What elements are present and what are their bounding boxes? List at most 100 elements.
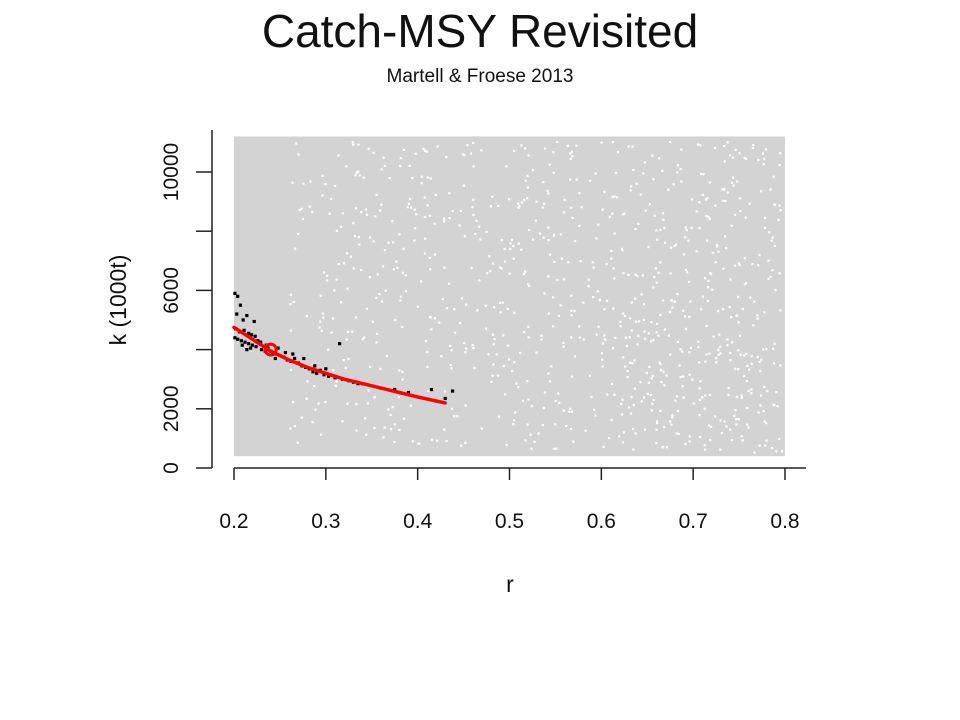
cloud-gap	[471, 206, 474, 209]
cloud-gap	[401, 325, 404, 328]
cloud-gap	[767, 277, 770, 280]
cloud-gap	[563, 278, 566, 281]
cloud-gap	[659, 363, 662, 366]
cloud-gap	[772, 347, 775, 350]
cloud-gap	[651, 154, 654, 157]
cloud-gap	[748, 368, 751, 371]
cloud-gap	[529, 433, 532, 436]
cloud-gap	[543, 292, 546, 295]
cloud-gap	[347, 357, 350, 361]
cloud-gap	[730, 439, 733, 442]
cloud-gap	[372, 151, 375, 154]
cloud-gap	[535, 200, 538, 203]
cloud-gap	[321, 194, 324, 197]
cloud-gap	[735, 423, 738, 426]
cloud-gap	[334, 384, 337, 387]
cloud-gap	[352, 143, 355, 146]
cloud-gap	[491, 374, 494, 378]
cloud-gap	[698, 361, 701, 364]
cloud-gap	[392, 241, 395, 244]
cloud-gap	[522, 273, 526, 276]
x-axis-title: r	[506, 571, 514, 597]
cloud-gap	[557, 314, 561, 317]
cloud-gap	[391, 406, 394, 409]
cloud-gap	[671, 416, 674, 419]
viable-point	[324, 367, 328, 371]
cloud-gap	[332, 369, 335, 372]
cloud-gap	[595, 237, 598, 240]
cloud-gap	[640, 293, 643, 296]
cloud-gap	[739, 197, 742, 200]
cloud-gap	[691, 378, 694, 381]
cloud-gap	[663, 227, 666, 230]
cloud-gap	[436, 145, 439, 148]
cloud-gap	[715, 244, 718, 247]
cloud-gap	[644, 209, 647, 212]
cloud-gap	[763, 420, 766, 423]
cloud-gap	[718, 333, 721, 336]
cloud-gap	[570, 336, 573, 339]
cloud-gap	[603, 338, 606, 341]
viable-point	[238, 303, 243, 307]
viable-point	[311, 370, 315, 374]
cloud-gap	[465, 303, 468, 306]
cloud-gap	[751, 146, 754, 150]
cloud-gap	[542, 406, 545, 410]
cloud-gap	[443, 266, 446, 269]
cloud-gap	[502, 365, 505, 368]
cloud-gap	[594, 172, 597, 175]
cloud-gap	[582, 338, 585, 341]
cloud-gap	[714, 415, 717, 418]
cloud-gap	[710, 425, 713, 428]
cloud-gap	[700, 172, 703, 176]
cloud-gap	[727, 386, 730, 390]
cloud-gap	[399, 299, 402, 302]
cloud-gap	[594, 414, 597, 417]
cloud-gap	[714, 204, 717, 207]
cloud-gap	[500, 267, 503, 270]
cloud-gap	[552, 171, 555, 174]
viable-point	[450, 389, 455, 393]
cloud-gap	[669, 420, 672, 423]
cloud-gap	[603, 190, 606, 193]
cloud-gap	[463, 342, 466, 345]
cloud-gap	[345, 252, 349, 255]
y-tick-label: 0	[160, 462, 183, 474]
cloud-gap	[684, 226, 687, 229]
cloud-gap	[503, 247, 506, 251]
cloud-gap	[500, 239, 503, 242]
cloud-gap	[448, 192, 451, 195]
cloud-gap	[724, 235, 727, 238]
cloud-gap	[398, 429, 401, 432]
cloud-gap	[528, 284, 531, 287]
cloud-gap	[472, 346, 475, 349]
viable-point	[241, 318, 245, 322]
cloud-gap	[409, 197, 412, 201]
cloud-gap	[517, 202, 520, 205]
cloud-gap	[770, 447, 774, 450]
cloud-gap	[311, 210, 314, 214]
cloud-gap	[357, 170, 360, 173]
cloud-gap	[569, 178, 572, 181]
cloud-gap	[656, 238, 659, 241]
cloud-gap	[650, 340, 653, 343]
cloud-gap	[701, 396, 704, 399]
cloud-gap	[682, 309, 685, 312]
cloud-gap	[313, 385, 316, 388]
cloud-gap	[556, 278, 559, 282]
viable-point	[291, 352, 295, 356]
cloud-gap	[373, 426, 376, 430]
cloud-gap	[698, 201, 701, 204]
cloud-gap	[756, 314, 759, 317]
cloud-gap	[490, 380, 493, 383]
cloud-gap	[518, 204, 521, 207]
cloud-gap	[726, 191, 729, 194]
cloud-gap	[335, 380, 338, 383]
cloud-gap	[760, 190, 763, 193]
cloud-gap	[358, 174, 361, 177]
cloud-gap	[698, 387, 701, 390]
cloud-gap	[633, 387, 636, 390]
cloud-gap	[326, 274, 329, 277]
cloud-gap	[680, 180, 683, 183]
cloud-gap	[737, 418, 740, 421]
